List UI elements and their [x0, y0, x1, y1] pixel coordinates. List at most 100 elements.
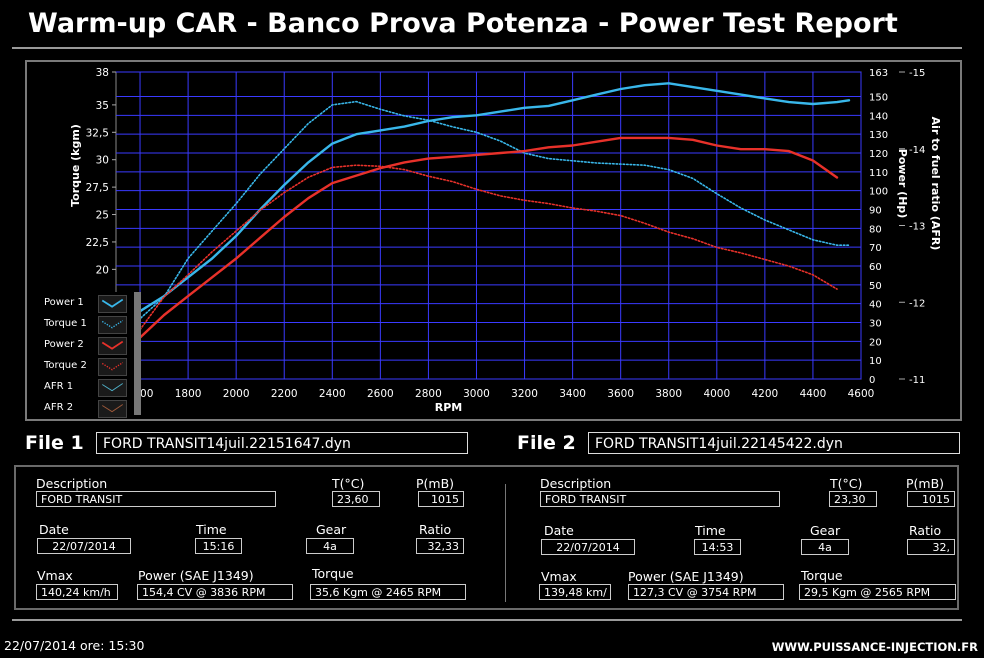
torque-tick-label: 20	[96, 264, 109, 276]
torque-tick-label: 25	[96, 210, 109, 222]
title-divider	[12, 47, 962, 49]
x-tick-label: 4200	[752, 388, 779, 400]
ratio-label: Ratio	[909, 523, 942, 538]
time-label: Time	[196, 522, 227, 537]
torque-tick-label: 27,5	[86, 182, 109, 194]
description-label: Description	[540, 476, 612, 491]
torque-value: 35,6 Kgm @ 2465 RPM	[310, 584, 466, 600]
torque-tick-label: 22,5	[86, 237, 109, 249]
chart-legend: Power 1 Torque 1 Power 2 Torque 2 AFR 1 …	[38, 292, 141, 418]
ratio-label: Ratio	[419, 522, 452, 537]
ratio-value: 32,33	[416, 538, 464, 554]
pressure-label: P(mB)	[906, 476, 945, 491]
legend-scrollbar[interactable]	[134, 292, 141, 415]
afr-tick-label: -15	[909, 68, 925, 79]
time-value: 15:16	[195, 538, 242, 554]
plot-area	[115, 71, 862, 380]
temperature-value: 23,60	[332, 491, 380, 507]
y-axis-label-power: Power (Hp)	[896, 149, 909, 219]
report-title: Warm-up CAR - Banco Prova Potenza - Powe…	[28, 8, 898, 39]
time-label: Time	[695, 523, 726, 538]
torque-value: 29,5 Kgm @ 2565 RPM	[799, 584, 956, 600]
x-tick-label: 3000	[463, 388, 490, 400]
torque-tick-label: 38	[96, 67, 109, 79]
x-tick-label: 3400	[559, 388, 586, 400]
x-tick-label: 3600	[607, 388, 634, 400]
footer-website[interactable]: WWW.PUISSANCE-INJECTION.FR	[771, 640, 978, 654]
legend-swatch	[98, 337, 127, 355]
legend-item-afr-2[interactable]: AFR 2	[38, 399, 141, 419]
file-1-heading: File 1	[25, 432, 84, 454]
x-tick-label: 2800	[415, 388, 442, 400]
chart-frame: 1600180020002200240026002800300032003400…	[25, 60, 962, 421]
torque-label: Torque	[312, 566, 354, 581]
power-chart: 1600180020002200240026002800300032003400…	[69, 67, 942, 414]
torque-tick-label: 35	[96, 100, 109, 112]
power-tick-label: 50	[869, 281, 882, 292]
time-value: 14:53	[694, 539, 741, 555]
x-tick-label: 2600	[367, 388, 394, 400]
power-tick-label: 150	[869, 92, 888, 103]
power-tick-label: 80	[869, 224, 882, 235]
legend-swatch	[98, 400, 127, 418]
power-tick-label: 130	[869, 130, 888, 141]
power-tick-label: 30	[869, 318, 882, 329]
power-tick-label: 70	[869, 243, 882, 254]
torque-tick-label: 32,5	[86, 127, 109, 139]
power-value: 127,3 CV @ 3754 RPM	[628, 584, 784, 600]
legend-item-afr-1[interactable]: AFR 1	[38, 378, 141, 398]
date-label: Date	[39, 522, 69, 537]
afr-tick-label: -12	[909, 298, 925, 309]
x-tick-label: 2200	[271, 388, 298, 400]
power-tick-label: 90	[869, 205, 882, 216]
legend-label: AFR 2	[44, 402, 74, 413]
torque-tick-label: 30	[96, 155, 109, 167]
file-2-heading: File 2	[517, 432, 576, 454]
x-tick-label: 4000	[703, 388, 730, 400]
legend-swatch	[98, 358, 127, 376]
footer-divider	[12, 619, 962, 621]
legend-swatch	[98, 379, 127, 397]
power-tick-label: 163	[869, 68, 888, 79]
legend-swatch	[98, 295, 127, 313]
vmax-value: 139,48 km/	[539, 584, 611, 600]
power-tick-label: 20	[869, 337, 882, 348]
legend-item-torque-2[interactable]: Torque 2	[38, 357, 141, 377]
legend-item-power-2[interactable]: Power 2	[38, 336, 141, 356]
afr-tick-label: -11	[909, 375, 925, 386]
power-value: 154,4 CV @ 3836 RPM	[137, 584, 293, 600]
series-line-power-1	[116, 82, 851, 313]
torque-label: Torque	[801, 568, 843, 583]
date-value: 22/07/2014	[37, 538, 131, 554]
series-line-power-2	[138, 136, 839, 339]
afr-tick-label: -13	[909, 222, 925, 233]
series-line-torque-1	[127, 100, 850, 320]
test-details-panel	[14, 465, 959, 610]
description-value: FORD TRANSIT	[540, 491, 780, 507]
pressure-label: P(mB)	[416, 476, 455, 491]
description-label: Description	[36, 476, 108, 491]
footer-timestamp: 22/07/2014 ore: 15:30	[4, 638, 145, 653]
description-value: FORD TRANSIT	[36, 491, 276, 507]
legend-item-power-1[interactable]: Power 1	[38, 294, 141, 314]
temperature-label: T(°C)	[332, 476, 365, 491]
power-tick-label: 40	[869, 300, 882, 311]
temperature-label: T(°C)	[830, 476, 863, 491]
gear-label: Gear	[316, 522, 347, 537]
power-tick-label: 10	[869, 356, 882, 367]
power-label: Power (SAE J1349)	[628, 569, 744, 584]
panel-divider	[505, 484, 506, 602]
x-tick-label: 3200	[511, 388, 538, 400]
power-tick-label: 60	[869, 262, 882, 273]
power-tick-label: 0	[869, 375, 875, 386]
x-tick-label: 4400	[800, 388, 827, 400]
afr-tick-label: -14	[909, 145, 925, 156]
legend-label: Torque 1	[44, 318, 87, 329]
power-tick-label: 100	[869, 187, 888, 198]
legend-label: Power 1	[44, 297, 84, 308]
ratio-value: 32,	[907, 539, 955, 555]
pressure-value: 1015	[418, 491, 464, 507]
x-axis-label: RPM	[435, 401, 462, 414]
gear-value: 4a	[801, 539, 849, 555]
legend-item-torque-1[interactable]: Torque 1	[38, 315, 141, 335]
